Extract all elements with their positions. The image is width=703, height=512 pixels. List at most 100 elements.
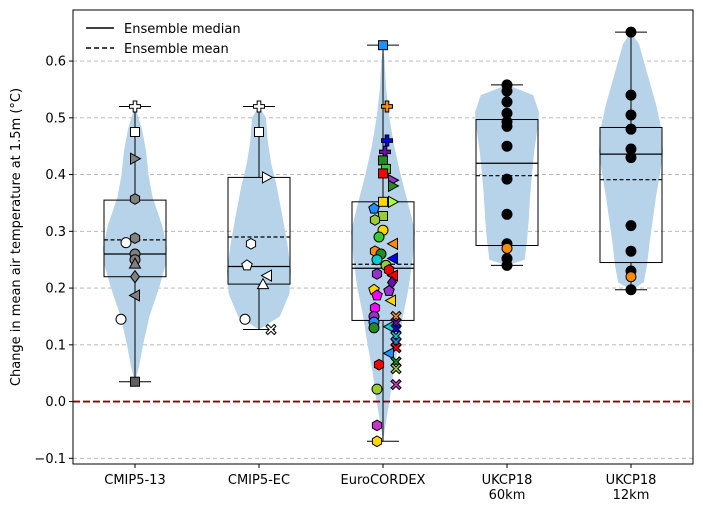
data-point-circle [501, 140, 513, 152]
marker-shape [373, 358, 385, 371]
data-point-square [378, 211, 388, 222]
data-point-circle [501, 208, 513, 220]
data-point-tri-left [382, 346, 394, 360]
data-point-pentagon [383, 284, 395, 296]
x-axis-ticks: CMIP5-13 CMIP5-EC EuroCORDEX UKCP1860kmUKCP… [104, 464, 656, 503]
marker-shape [245, 237, 257, 250]
data-point-tri-right [130, 152, 142, 166]
data-point-circle [373, 231, 385, 243]
marker-shape [501, 259, 513, 271]
marker-shape [130, 127, 140, 138]
data-point-square [254, 127, 264, 138]
x-tick-label: UKCP18 [606, 473, 657, 488]
data-point-tri-up [256, 277, 270, 290]
data-point-circle [501, 85, 513, 97]
marker-shape [625, 26, 637, 38]
marker-shape [265, 323, 277, 336]
marker-shape [383, 284, 395, 296]
data-point-tri-right [388, 179, 400, 193]
data-point-hexagon [371, 419, 383, 432]
data-point-tri-right [262, 171, 274, 184]
marker-shape [120, 237, 132, 249]
data-point-circle [501, 120, 513, 132]
marker-shape [369, 214, 381, 226]
data-point-circle [501, 96, 513, 108]
marker-shape [115, 313, 127, 325]
y-tick-label: 0.5 [45, 111, 66, 126]
marker-shape [253, 100, 265, 113]
violin-shape [103, 106, 167, 382]
marker-shape [256, 277, 270, 290]
marker-shape [501, 120, 513, 132]
marker-shape [368, 202, 380, 214]
data-point-tri-left [260, 269, 272, 282]
marker-shape [625, 284, 637, 296]
data-point-hexagon [129, 232, 141, 245]
data-point-circle [115, 313, 127, 325]
data-point-circle [501, 173, 513, 185]
marker-shape [262, 171, 274, 184]
marker-shape [378, 168, 388, 179]
y-tick-label: 0.1 [45, 338, 66, 353]
y-tick-label: 0.0 [45, 395, 66, 410]
data-point-circle [625, 26, 637, 38]
data-point-x [390, 362, 402, 375]
marker-shape [371, 254, 383, 266]
legend-mean-label: Ensemble mean [124, 42, 229, 57]
data-point-circle [120, 237, 132, 249]
x-tick-label: UKCP18 [482, 473, 533, 488]
data-point-hexagon [371, 268, 383, 280]
data-point-square [378, 40, 388, 51]
data-point-circle [625, 245, 637, 257]
legend: Ensemble median Ensemble mean [86, 22, 241, 57]
data-point-diamond [129, 269, 141, 284]
data-point-hexagon [245, 237, 257, 250]
marker-shape [501, 85, 513, 97]
data-point-plus [129, 100, 141, 113]
marker-shape [371, 268, 383, 280]
legend-median-label: Ensemble median [124, 22, 241, 37]
marker-shape [625, 220, 637, 232]
marker-shape [390, 362, 402, 375]
marker-shape [388, 195, 400, 209]
marker-shape [386, 252, 398, 265]
data-point-square [130, 127, 140, 138]
data-point-circle [625, 89, 637, 101]
data-point-hexagon [129, 193, 141, 205]
marker-shape [384, 294, 396, 307]
x-tick-label: 12km [613, 488, 650, 503]
x-tick-label: CMIP5-EC [228, 473, 290, 488]
data-point-plus [381, 134, 393, 147]
marker-shape [378, 40, 388, 51]
data-point-x [390, 378, 402, 391]
y-tick-label: −0.1 [34, 452, 66, 467]
data-point-circle [625, 152, 637, 164]
marker-shape [130, 152, 142, 166]
marker-shape [128, 257, 142, 269]
data-point-hexagon [369, 214, 381, 226]
data-point-circle [501, 259, 513, 271]
data-point-tri-right [388, 195, 400, 209]
data-point-hexagon [373, 358, 385, 371]
marker-shape [130, 376, 140, 387]
marker-shape [378, 211, 388, 222]
marker-shape [128, 289, 140, 302]
marker-shape [368, 322, 380, 334]
data-point-hexagon [371, 435, 383, 448]
y-tick-label: 0.2 [45, 282, 66, 297]
violin-shape [227, 106, 291, 330]
data-point-pentagon [368, 202, 380, 214]
marker-shape [129, 232, 141, 245]
data-point-square [378, 168, 388, 179]
marker-shape [501, 173, 513, 185]
data-point-square [378, 155, 388, 166]
x-tick-label: EuroCORDEX [341, 473, 426, 488]
marker-shape [388, 179, 400, 193]
marker-shape [241, 259, 253, 271]
marker-shape [625, 109, 637, 121]
y-tick-label: 0.4 [45, 168, 66, 183]
data-point-square [378, 196, 388, 207]
marker-shape [501, 208, 513, 220]
data-point-circle [371, 383, 383, 395]
